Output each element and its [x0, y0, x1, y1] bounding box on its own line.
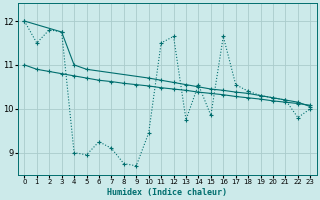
X-axis label: Humidex (Indice chaleur): Humidex (Indice chaleur): [107, 188, 227, 197]
